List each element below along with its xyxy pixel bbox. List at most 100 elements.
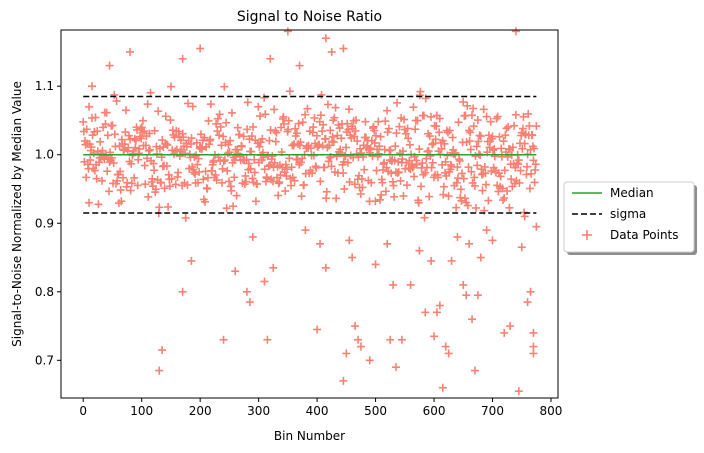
data-point (213, 114, 222, 123)
data-point (411, 125, 420, 134)
data-point (239, 132, 248, 141)
legend-data-points-swatch (582, 230, 592, 240)
data-point (351, 322, 360, 331)
data-point (187, 256, 196, 265)
data-point (279, 112, 288, 121)
data-point (94, 200, 103, 209)
data-point (327, 47, 336, 56)
data-point (466, 128, 475, 137)
data-point (116, 167, 125, 176)
data-point (167, 82, 176, 91)
data-point (218, 164, 227, 173)
data-point (171, 180, 180, 189)
data-point (133, 181, 142, 190)
data-point (360, 165, 369, 174)
data-point (340, 185, 349, 194)
data-point (102, 108, 111, 117)
data-point (386, 146, 395, 155)
data-point (308, 168, 317, 177)
data-point (243, 125, 252, 134)
data-point (470, 173, 479, 182)
data-point (472, 142, 481, 151)
data-point (469, 122, 478, 131)
data-point (531, 160, 540, 169)
data-point (366, 144, 375, 153)
data-point (527, 169, 536, 178)
data-point (291, 124, 300, 133)
data-point (145, 129, 154, 138)
data-point (357, 149, 366, 158)
data-point (187, 134, 196, 143)
data-point (309, 151, 318, 160)
data-point (417, 182, 426, 191)
data-point (508, 143, 517, 152)
data-point (328, 132, 337, 141)
data-point (220, 82, 229, 91)
data-point (472, 203, 481, 212)
data-point (82, 173, 91, 182)
data-point (428, 158, 437, 167)
data-point (103, 167, 112, 176)
data-point (455, 156, 464, 165)
data-point (425, 132, 434, 141)
data-point (443, 128, 452, 137)
data-point (447, 256, 456, 265)
data-point (130, 173, 139, 182)
data-point (430, 332, 439, 341)
data-point (227, 108, 236, 117)
data-point (198, 143, 207, 152)
data-point (488, 132, 497, 141)
data-point (87, 82, 96, 91)
data-point (295, 61, 304, 70)
data-point (274, 191, 283, 200)
data-point (429, 139, 438, 148)
data-point (406, 280, 415, 289)
data-point (91, 113, 100, 122)
data-point (316, 177, 325, 186)
data-point (212, 119, 221, 128)
data-point (294, 119, 303, 128)
data-point (530, 178, 539, 187)
data-point (409, 103, 418, 112)
data-point (193, 160, 202, 169)
data-point (390, 192, 399, 201)
data-point (260, 277, 269, 286)
data-point (371, 131, 380, 140)
data-point (465, 239, 474, 248)
data-point (296, 138, 305, 147)
data-point (458, 169, 467, 178)
data-point (482, 112, 491, 121)
data-point (138, 128, 147, 137)
data-point (112, 97, 121, 106)
data-point (166, 116, 175, 125)
data-point (204, 116, 213, 125)
data-point (482, 180, 491, 189)
data-point (301, 110, 310, 119)
data-point (378, 178, 387, 187)
data-point (200, 133, 209, 142)
data-point (481, 169, 490, 178)
data-point (235, 130, 244, 139)
x-tick-label: 800 (540, 404, 563, 418)
data-point (271, 126, 280, 135)
data-point (154, 107, 163, 116)
data-point (229, 202, 238, 211)
data-point (226, 136, 235, 145)
legend-box (563, 181, 695, 253)
data-point (386, 335, 395, 344)
x-axis-title: Bin Number (274, 429, 345, 443)
data-point (200, 197, 209, 206)
data-point (297, 192, 306, 201)
data-point (400, 115, 409, 124)
data-point (247, 132, 256, 141)
data-point (170, 133, 179, 142)
x-tick-label: 300 (247, 404, 270, 418)
data-point (376, 132, 385, 141)
data-point (530, 144, 539, 153)
data-point (332, 194, 341, 203)
data-point (525, 121, 534, 130)
data-point (397, 335, 406, 344)
data-point (215, 110, 224, 119)
data-point (517, 243, 526, 252)
data-point (435, 114, 444, 123)
